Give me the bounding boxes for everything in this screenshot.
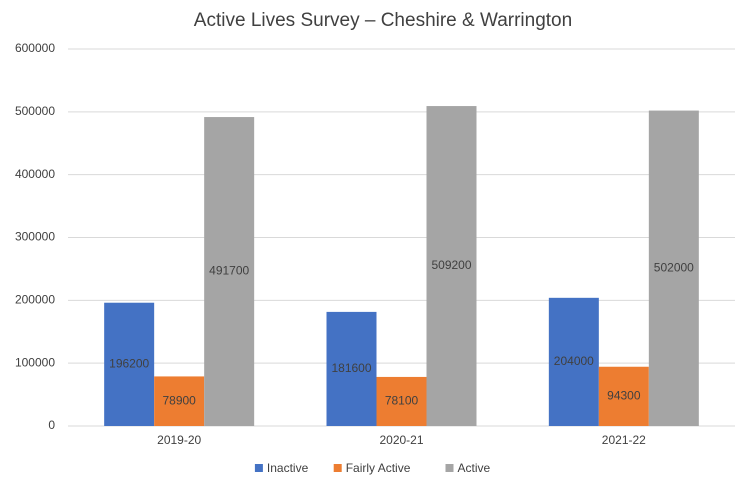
legend-label: Fairly Active [346,461,411,475]
data-label: 196200 [109,357,149,371]
legend-swatch [445,464,454,472]
bar [104,302,155,426]
x-tick-label: 2021-22 [602,433,646,447]
bar [426,106,477,426]
y-tick-label: 0 [48,418,55,432]
legend-label: Inactive [267,461,309,475]
data-label: 509200 [431,258,471,272]
y-tick-label: 600000 [15,41,55,55]
bar [154,376,205,426]
x-tick-label: 2019-20 [157,433,201,447]
y-tick-label: 300000 [15,230,55,244]
data-label: 94300 [607,389,641,403]
data-label: 204000 [554,354,594,368]
data-label: 78100 [385,394,419,408]
y-tick-label: 400000 [15,167,55,181]
bar [598,366,649,426]
bar [648,110,699,427]
legend-swatch [333,464,342,472]
y-tick-label: 200000 [15,293,55,307]
y-tick-label: 100000 [15,355,55,369]
data-label: 491700 [209,264,249,278]
bar [548,297,599,426]
bar [204,117,255,427]
data-label: 78900 [162,393,196,407]
bar [326,311,377,426]
chart-title: Active Lives Survey – Cheshire & Warring… [194,10,572,31]
y-tick-label: 500000 [15,104,55,118]
data-label: 502000 [654,260,694,274]
bar [376,376,427,426]
x-tick-label: 2020-21 [379,433,423,447]
legend-label: Active [458,461,491,475]
data-label: 181600 [331,361,371,375]
legend-swatch [254,464,263,472]
